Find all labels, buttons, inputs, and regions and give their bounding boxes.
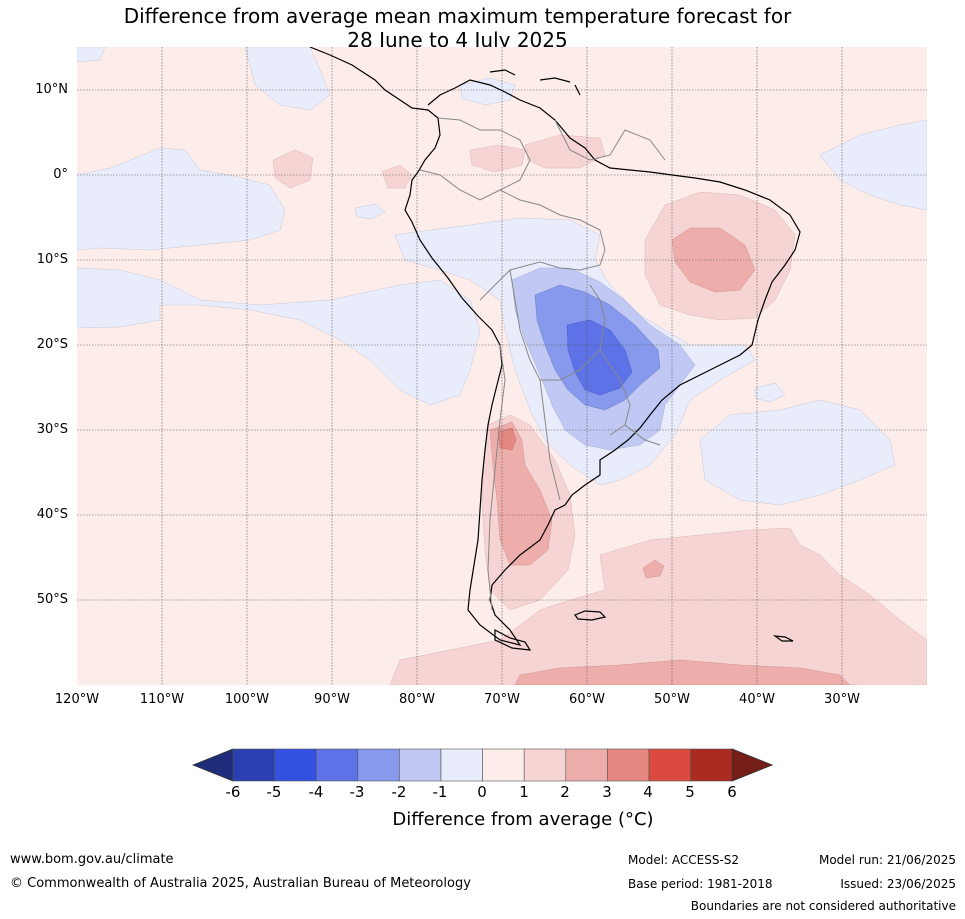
south-america-coast [404, 79, 801, 646]
anomaly-neg-pacific-north [77, 47, 106, 63]
anomaly-pos1-guiana [524, 134, 606, 169]
colorbar-segment [399, 748, 442, 782]
colorbar-tick: 5 [685, 783, 695, 801]
anomaly-neg-caribbean [459, 77, 516, 106]
coastlines [309, 47, 801, 651]
map-anomaly-fields [77, 47, 927, 685]
anomaly-neg-atlantic-south [699, 399, 896, 506]
colorbar-tick: -4 [308, 783, 324, 801]
colorbar-segment [607, 748, 650, 782]
colorbar-segment [274, 748, 317, 782]
colorbar-segment [232, 748, 275, 782]
anomaly-pos1-south-atlantic [389, 527, 927, 685]
colorbar-arrow-high [731, 748, 774, 782]
lon-label-100w: 100°W [224, 692, 270, 707]
south-georgia [772, 635, 794, 642]
anomaly-neg-pacific-central [77, 267, 481, 406]
lon-label-110w: 110°W [139, 692, 185, 707]
colorbar-tick: -2 [391, 783, 407, 801]
footer-model-run: Model run: 21/06/2025 [818, 853, 956, 867]
colorbar-segment [440, 748, 483, 782]
colorbar-tick: 2 [560, 783, 570, 801]
anomaly-pos1-pacific [272, 149, 314, 189]
colorbar-tick: 6 [727, 783, 737, 801]
anomaly-neg-pacific-northcentral [244, 47, 331, 111]
colorbar-tick: -5 [266, 783, 282, 801]
lat-label-40s: 40°S [36, 507, 68, 522]
colorbar-arrow-low [191, 748, 234, 782]
colorbar-title: Difference from average (°C) [392, 809, 654, 830]
colorbar-segment [482, 748, 525, 782]
footer-website: www.bom.gov.au/climate [10, 852, 174, 867]
colorbar-tick: -3 [349, 783, 365, 801]
lat-label-10n: 10°N [35, 82, 68, 97]
lat-label-30s: 30°S [36, 422, 68, 437]
footer-issued: Issued: 23/06/2025 [840, 877, 956, 891]
anomaly-pos2-argentina [489, 421, 553, 566]
footer-model: Model: ACCESS-S2 [628, 853, 740, 867]
colorbar-tick: -1 [432, 783, 448, 801]
colorbar-segment [523, 748, 567, 782]
lon-label-30w: 30°W [824, 692, 860, 707]
anomaly-neg-small-atlantic [754, 382, 786, 403]
colorbar-segment [648, 748, 691, 782]
country-borders [419, 117, 666, 611]
colorbar-tick: 4 [643, 783, 653, 801]
lat-label-0: 0° [53, 167, 68, 182]
anomaly-pos3-argentina [497, 427, 517, 451]
anomaly-pos2-atlantic [642, 559, 665, 579]
lon-label-90w: 90°W [314, 692, 350, 707]
lat-label-10s: 10°S [36, 252, 68, 267]
colorbar-tick: 3 [602, 783, 612, 801]
title-line-1: Difference from average mean maximum tem… [123, 4, 792, 28]
anomaly-neg-pacific-west [77, 147, 286, 251]
lon-label-40w: 40°W [739, 692, 775, 707]
colorbar-segment [690, 748, 733, 782]
lon-label-70w: 70°W [484, 692, 520, 707]
anomaly-neg-atlantic-east [819, 119, 927, 211]
caribbean-islands [489, 69, 581, 96]
colorbar-tick: -6 [225, 783, 241, 801]
falklands [574, 610, 607, 621]
anomaly-pos2-south [514, 659, 851, 685]
lon-label-60w: 60°W [569, 692, 605, 707]
map-title: Difference from average mean maximum tem… [0, 4, 965, 52]
footer-base-period: Base period: 1981-2018 [628, 877, 773, 891]
anomaly-neg3-continent [566, 319, 633, 396]
anomaly-pos1-peru [381, 164, 413, 189]
anomaly-neg-small-pacific [354, 203, 386, 220]
colorbar-segment [357, 748, 400, 782]
lon-label-50w: 50°W [654, 692, 690, 707]
colorbar-tick: 0 [477, 783, 487, 801]
colorbar-tick: 1 [519, 783, 529, 801]
anomaly-pos1-north [469, 144, 526, 173]
colorbar [191, 748, 774, 782]
lat-label-50s: 50°S [36, 592, 68, 607]
lon-label-80w: 80°W [399, 692, 435, 707]
lat-label-20s: 20°S [36, 337, 68, 352]
colorbar-segment [315, 748, 359, 782]
footer-copyright: © Commonwealth of Australia 2025, Austra… [10, 876, 471, 891]
central-america-coast [309, 47, 441, 173]
lon-label-120w: 120°W [54, 692, 100, 707]
footer-disclaimer: Boundaries are not considered authoritat… [690, 899, 956, 913]
colorbar-segment [565, 748, 608, 782]
tierra-del-fuego [494, 629, 532, 651]
